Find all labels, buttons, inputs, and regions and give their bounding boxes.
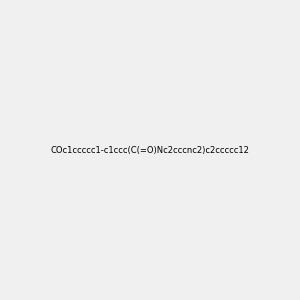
Text: COc1ccccc1-c1ccc(C(=O)Nc2cccnc2)c2ccccc12: COc1ccccc1-c1ccc(C(=O)Nc2cccnc2)c2ccccc1… [51,146,249,154]
